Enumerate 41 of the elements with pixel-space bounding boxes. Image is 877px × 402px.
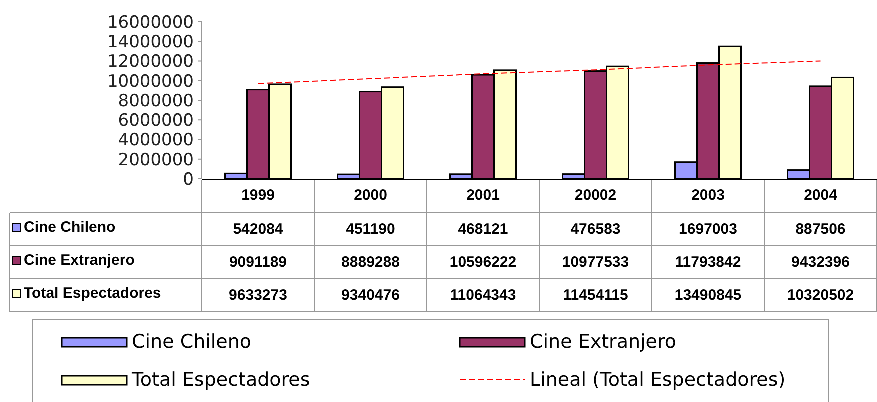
y-tick-label: 0	[183, 170, 194, 190]
data-label: 8889288	[342, 254, 400, 271]
data-label: 10977533	[562, 254, 630, 271]
data-label: 887506	[796, 221, 846, 238]
data-label: 9633273	[229, 287, 288, 304]
y-tick-label: 8000000	[118, 91, 194, 112]
data-label: 11064343	[450, 287, 516, 304]
data-label: 542084	[233, 221, 284, 238]
text: Cine Chileno	[132, 331, 252, 353]
y-tick-label: 12000000	[107, 52, 194, 72]
data-label: 9091189	[229, 254, 288, 271]
legend-label: Cine Chileno	[24, 219, 116, 236]
line-series	[258, 60, 822, 84]
data-label: 468121	[458, 221, 508, 238]
x-tick-label: 20002	[574, 187, 617, 204]
y-tick-label: 6000000	[118, 111, 194, 132]
y-tick-label: 10000000	[107, 72, 194, 92]
legend-label: Total Espectadores	[24, 285, 162, 302]
data-label: 11793842	[675, 254, 742, 271]
data-label: 10320502	[787, 287, 854, 304]
data-label: 476583	[570, 221, 621, 238]
x-tick-label: 2004	[804, 187, 838, 204]
x-tick-label: 2003	[692, 187, 725, 204]
legend-label: Cine Extranjero	[24, 252, 135, 269]
x-tick-label: 2000	[354, 187, 388, 204]
legend-label: Lineal (Total Espectadores)	[530, 369, 786, 391]
data-label: 9432396	[792, 254, 850, 271]
data-label: 9340476	[342, 287, 400, 304]
y-tick-label: 14000000	[107, 32, 194, 53]
x-tick-label: 2001	[466, 187, 500, 204]
y-tick-label: 16000000	[107, 12, 194, 33]
data-label: 11454115	[563, 287, 628, 304]
y-tick-label: 4000000	[118, 130, 194, 151]
x-tick-label: 1999	[242, 187, 275, 204]
y-tick-label: 2000000	[118, 150, 194, 170]
data-label: 13490845	[674, 287, 742, 304]
data-label: 451190	[346, 221, 396, 238]
data-label: 1697003	[679, 221, 738, 238]
data-label: 10596222	[450, 254, 517, 271]
text: Total Espectadores	[132, 369, 310, 391]
text: Cine Extranjero	[530, 331, 676, 353]
